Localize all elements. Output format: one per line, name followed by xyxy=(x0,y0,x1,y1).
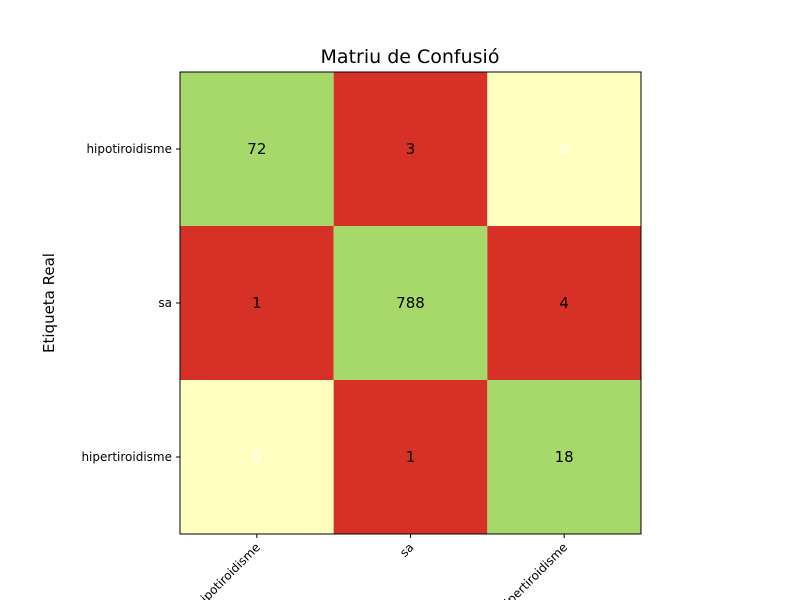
y-tick-label-1: sa xyxy=(158,296,172,310)
y-axis-label: Etiqueta Real xyxy=(40,253,58,353)
cell-value-label-r0-c1: 3 xyxy=(406,140,416,158)
cell-value-label-r1-c2: 4 xyxy=(559,294,569,312)
cell-value-label-r0-c2: 0 xyxy=(559,140,569,158)
x-tick-label-2: hipertiroidisme xyxy=(496,540,570,600)
heatmap-cell-r2-c1 xyxy=(333,380,488,534)
x-tick-label-1: sa xyxy=(397,540,417,560)
heatmap-cell-r2-c2 xyxy=(487,380,641,534)
heatmap-cell-r2-c0 xyxy=(180,380,334,534)
plot-frame xyxy=(179,71,642,535)
cell-value-label-r0-c0: 72 xyxy=(247,140,266,158)
y-tick-label-2: hipertiroidisme xyxy=(81,450,172,464)
chart-title: Matriu de Confusió xyxy=(321,46,500,68)
cell-value-label-r2-c1: 1 xyxy=(406,448,416,466)
cell-value-label-r2-c0: 0 xyxy=(252,448,262,466)
heatmap-cell-r1-c2 xyxy=(487,226,641,380)
heatmap-cell-r0-c1 xyxy=(333,72,488,226)
heatmap-cell-r1-c0 xyxy=(180,226,334,380)
heatmap-cells: 72 3 0 1 788 4 0 1 18 xyxy=(180,72,641,534)
cell-value-label-r1-c1: 788 xyxy=(396,294,425,312)
heatmap-cell-r0-c0 xyxy=(180,72,334,226)
heatmap-cell-r0-c2 xyxy=(487,72,641,226)
x-tick-label-0: hipotiroidisme xyxy=(193,540,263,600)
heatmap-cell-r1-c1 xyxy=(333,226,488,380)
cell-value-label-r1-c0: 1 xyxy=(252,294,262,312)
y-tick-label-0: hipotiroidisme xyxy=(86,142,172,156)
cell-value-label-r2-c2: 18 xyxy=(555,448,574,466)
